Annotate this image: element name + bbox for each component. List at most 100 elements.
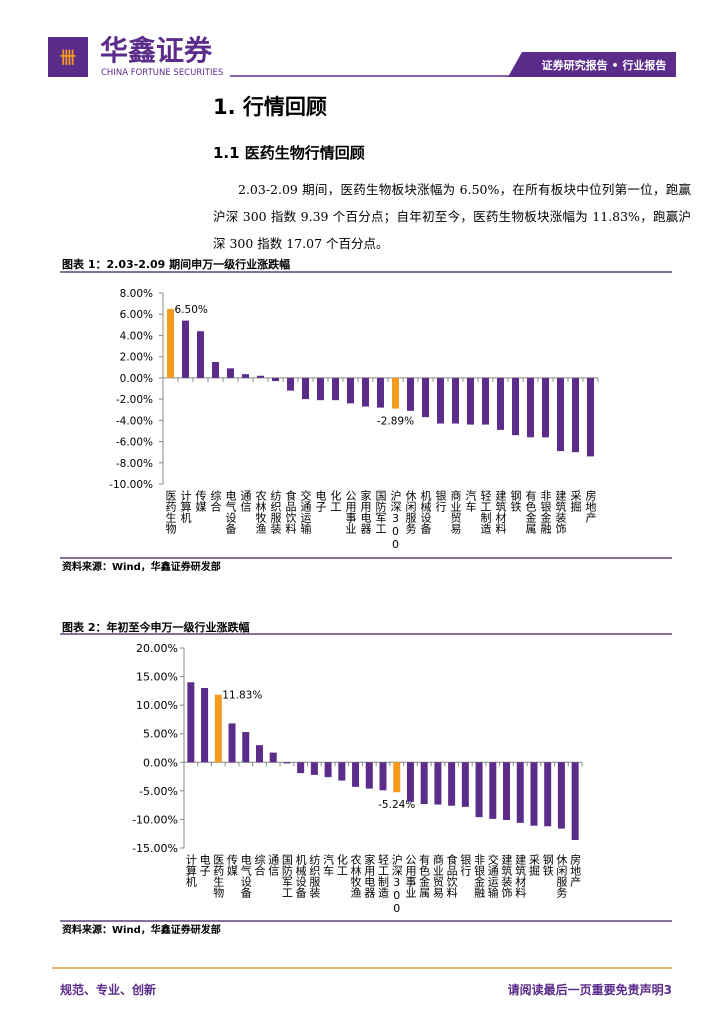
- x-tick-label: 通信: [267, 854, 280, 877]
- x-tick-label: 机械设备: [419, 489, 432, 535]
- x-tick-label: 商业贸易: [431, 853, 444, 899]
- bar: [352, 762, 360, 787]
- bar: [297, 762, 305, 774]
- figure-source: 资料来源：Wind，华鑫证券研发部: [62, 560, 221, 573]
- brand: 华鑫证券: [100, 34, 213, 67]
- x-tick-label: 电气设备: [239, 854, 252, 899]
- bar: [512, 377, 519, 436]
- header-band: [508, 52, 676, 77]
- bar: [197, 331, 204, 378]
- y-tick-label: -4.00%: [116, 415, 153, 427]
- figure-title: 图表 1：2.03-2.09 期间申万一级行业涨跌幅: [62, 257, 290, 271]
- bar: [571, 762, 579, 840]
- x-tick-label: 银行: [459, 853, 472, 877]
- bar: [242, 374, 249, 378]
- x-tick-label: 综合: [209, 489, 222, 512]
- y-tick-label: -8.00%: [116, 458, 153, 470]
- bar: [187, 682, 195, 763]
- x-tick-label: 有色金属: [524, 489, 537, 535]
- y-tick-label: -10.00%: [132, 813, 178, 826]
- x-tick-label: 国防军工: [374, 490, 387, 534]
- y-tick-label: 10.00%: [136, 699, 178, 712]
- value-label: -5.24%: [378, 799, 415, 811]
- x-tick-label: 电子: [198, 854, 211, 876]
- x-tick-label: 轻工制造: [479, 489, 492, 534]
- y-tick-label: 2.00%: [120, 352, 153, 364]
- x-tick-label: 银行: [434, 489, 447, 513]
- y-tick-label: -6.00%: [116, 437, 153, 449]
- logo-mark: [48, 37, 88, 77]
- x-tick-label: 建筑装饰: [500, 853, 513, 898]
- x-tick-label: 电子: [314, 490, 327, 512]
- x-tick-label: 房地产: [584, 490, 597, 524]
- y-tick-label: -10.00%: [109, 479, 153, 491]
- x-tick-label: 电气设备: [224, 490, 237, 535]
- bar: [310, 762, 318, 775]
- x-tick-label: 商业贸易: [449, 489, 462, 535]
- bar: [302, 377, 309, 400]
- x-tick-label: 轻工制造: [377, 853, 390, 898]
- bar: [283, 762, 291, 764]
- x-tick-label: 医药生物: [212, 854, 225, 898]
- subsection-title: 1.1 医药生物行情回顾: [213, 144, 365, 162]
- bar: [489, 762, 497, 819]
- bar: [544, 762, 552, 827]
- bar: [255, 745, 263, 763]
- x-tick-label: 建筑材料: [514, 853, 527, 899]
- paragraph: 2.03-2.09 期间，医药生物板块涨幅为 6.50%，在所有板块中位列第一位…: [213, 182, 691, 251]
- bar: [362, 377, 369, 407]
- y-tick-label: -2.00%: [116, 394, 153, 406]
- bar: [393, 762, 401, 793]
- bar: [392, 377, 399, 409]
- x-tick-label: 沪深300: [389, 489, 402, 551]
- bar: [542, 377, 549, 438]
- value-label: -2.89%: [377, 416, 414, 428]
- x-tick-label: 建筑材料: [494, 489, 507, 535]
- bar: [317, 377, 324, 401]
- x-tick-label: 建筑装饰: [554, 489, 567, 534]
- bar: [365, 762, 373, 789]
- bar: [437, 377, 444, 424]
- x-tick-label: 食品饮料: [284, 489, 297, 535]
- x-tick-label: 公用事业: [404, 854, 417, 898]
- y-tick-label: 0.00%: [120, 373, 153, 385]
- bar: [379, 762, 387, 791]
- x-tick-label: 计算机: [184, 854, 197, 887]
- x-tick-label: 房地产: [569, 854, 582, 888]
- logo-glyph: 卌: [60, 48, 76, 67]
- bar: [467, 377, 474, 425]
- section-title: 1. 行情回顾: [213, 95, 327, 119]
- y-tick-label: 4.00%: [120, 330, 153, 342]
- y-tick-label: 0.00%: [143, 756, 178, 769]
- bar: [332, 377, 339, 401]
- figure-source: 资料来源：Wind，华鑫证券研发部: [62, 923, 221, 936]
- x-tick-label: 休闲服务: [555, 854, 568, 898]
- bar: [461, 762, 469, 807]
- report-type: 证券研究报告 • 行业报告: [542, 58, 667, 72]
- bar: [272, 377, 279, 382]
- x-tick-label: 汽车: [322, 853, 335, 877]
- x-tick-label: 纺织服装: [269, 489, 282, 535]
- bar: [530, 762, 538, 826]
- bar: [503, 762, 511, 820]
- bar: [448, 762, 456, 806]
- x-tick-label: 采掘: [569, 490, 582, 513]
- x-tick-label: 有色金属: [418, 853, 431, 899]
- bar: [587, 377, 594, 457]
- bar: [227, 368, 234, 378]
- x-tick-label: 传媒: [194, 490, 207, 513]
- bar: [201, 688, 209, 763]
- bar: [516, 762, 524, 823]
- y-tick-label: -5.00%: [139, 785, 178, 798]
- bar: [572, 377, 579, 453]
- bar: [212, 361, 219, 378]
- footer-slogan: 规范、专业、创新: [60, 982, 156, 997]
- x-tick-label: 农林牧渔: [254, 489, 267, 535]
- x-tick-label: 钢铁: [509, 490, 522, 512]
- x-tick-label: 公用事业: [344, 490, 357, 534]
- y-tick-label: 8.00%: [120, 288, 153, 300]
- value-label: 6.50%: [175, 304, 208, 316]
- value-label: 11.83%: [222, 690, 262, 702]
- bar: [287, 377, 294, 391]
